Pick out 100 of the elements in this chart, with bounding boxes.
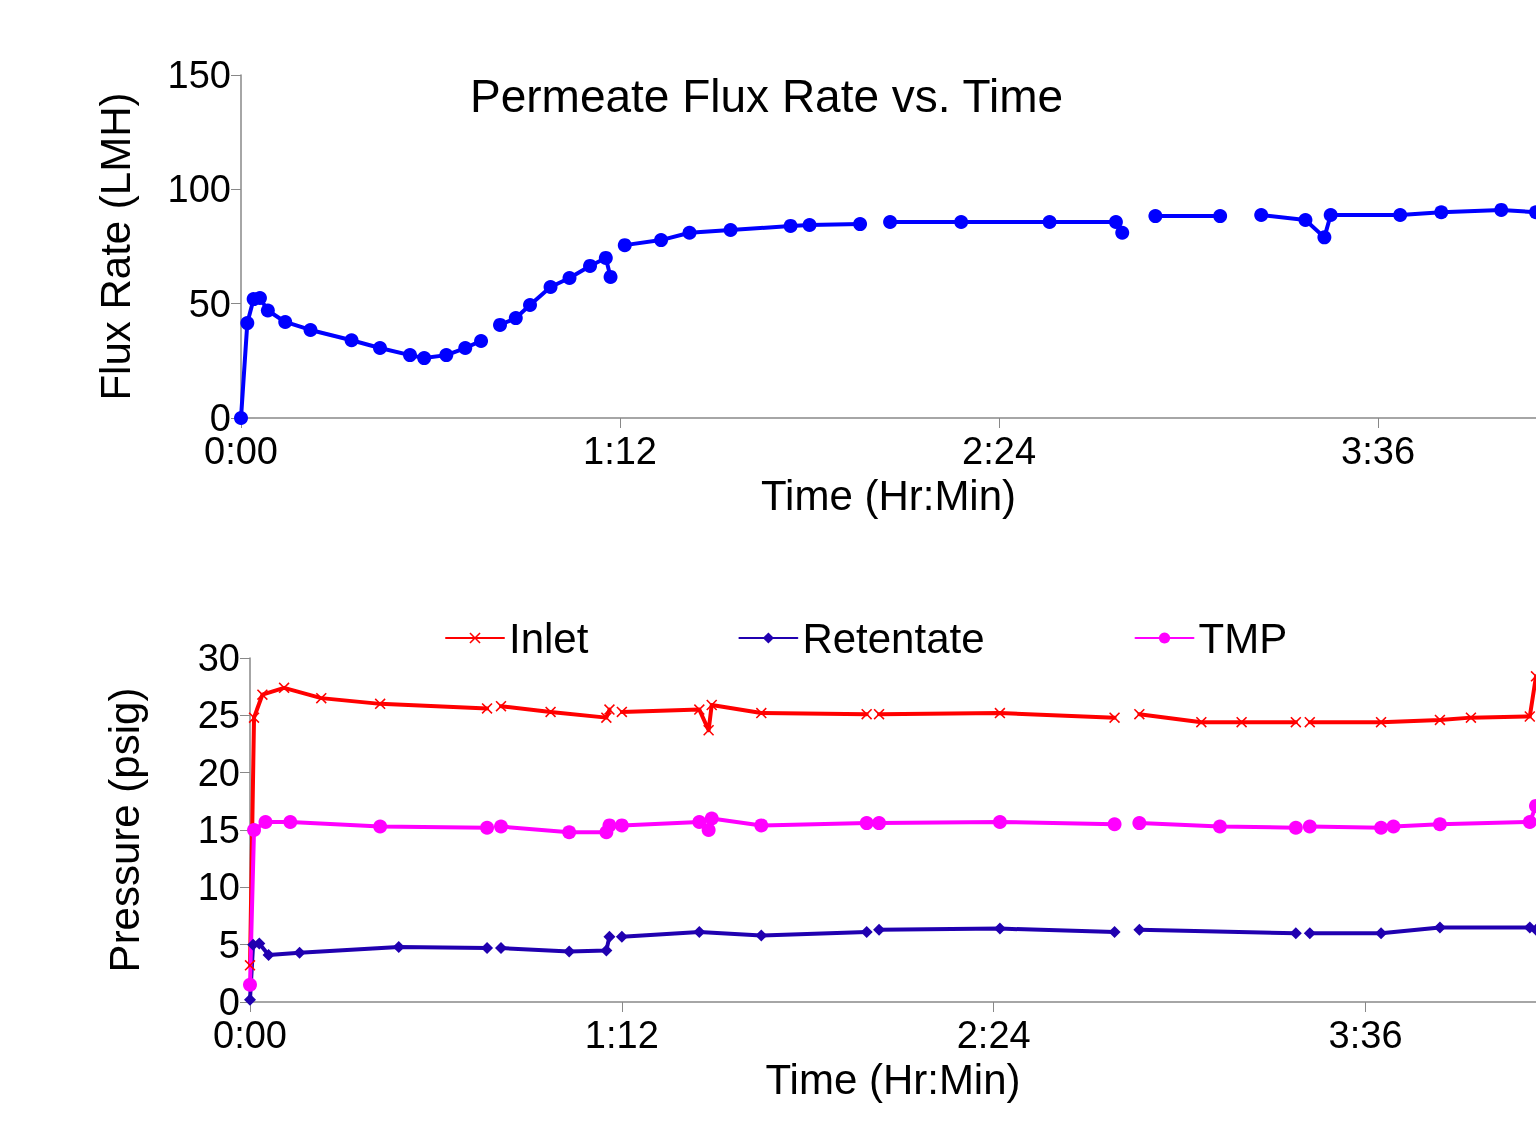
legend-label: Inlet xyxy=(509,614,589,662)
point xyxy=(1213,209,1228,224)
point xyxy=(1236,716,1248,728)
point xyxy=(247,823,262,837)
point xyxy=(954,215,969,230)
point xyxy=(600,712,612,724)
point xyxy=(1298,212,1313,227)
point xyxy=(598,250,613,265)
point xyxy=(614,818,629,833)
point xyxy=(1133,708,1145,720)
point xyxy=(703,724,715,736)
point xyxy=(494,819,508,834)
point xyxy=(615,930,628,943)
point xyxy=(802,218,817,232)
point xyxy=(654,233,669,248)
point xyxy=(480,820,495,835)
point xyxy=(234,411,248,425)
point xyxy=(723,223,738,238)
point xyxy=(248,712,260,724)
point xyxy=(1132,816,1147,831)
legend-label: Retentate xyxy=(802,614,985,662)
point xyxy=(603,930,616,943)
point xyxy=(243,977,257,992)
point xyxy=(260,303,275,318)
point xyxy=(872,816,887,831)
point xyxy=(1465,712,1477,724)
x-tick-label: 1:12 xyxy=(584,1014,659,1056)
point xyxy=(682,225,697,240)
point xyxy=(508,311,523,326)
point xyxy=(704,811,719,826)
x-axis-title: Time (Hr:Min) xyxy=(760,472,1017,520)
point xyxy=(883,215,898,230)
x-tick-label: 2:24 xyxy=(962,430,1037,472)
point xyxy=(373,819,388,834)
point xyxy=(693,704,705,716)
point xyxy=(1212,819,1227,834)
point xyxy=(1254,207,1269,222)
point xyxy=(1375,716,1387,728)
point xyxy=(1148,209,1163,224)
point xyxy=(1494,202,1509,217)
point xyxy=(481,702,493,714)
y-tick-label: 30 xyxy=(197,637,240,679)
point xyxy=(603,704,615,716)
point xyxy=(474,333,489,348)
point xyxy=(994,707,1006,719)
point xyxy=(240,316,255,331)
chart-title: Permeate Flux Rate vs. Time xyxy=(470,70,1064,122)
point xyxy=(278,314,293,329)
point xyxy=(1432,817,1447,832)
point xyxy=(602,818,617,833)
point xyxy=(861,708,873,720)
point xyxy=(495,942,507,955)
point xyxy=(1323,207,1338,222)
point xyxy=(692,814,707,829)
point xyxy=(873,708,885,720)
legend-label: TMP xyxy=(1198,614,1288,662)
point xyxy=(1109,712,1121,724)
point xyxy=(283,814,298,829)
point xyxy=(853,217,868,232)
point xyxy=(493,317,507,332)
point xyxy=(303,322,318,337)
point xyxy=(1304,716,1316,728)
point xyxy=(562,825,577,840)
point xyxy=(344,333,359,348)
point xyxy=(523,298,538,313)
y-tick-label: 5 xyxy=(218,923,240,966)
point xyxy=(258,814,273,829)
point xyxy=(374,698,386,710)
point xyxy=(244,959,256,971)
point xyxy=(1302,819,1317,834)
point xyxy=(481,942,494,955)
point xyxy=(616,706,628,718)
point xyxy=(1107,817,1122,832)
point xyxy=(372,341,387,356)
x-axis-title: Time (Hr:Min) xyxy=(765,1056,1021,1104)
point xyxy=(1195,716,1207,728)
point xyxy=(1042,215,1057,230)
point xyxy=(859,816,874,831)
point xyxy=(992,814,1007,829)
point xyxy=(562,271,577,286)
point xyxy=(1288,820,1303,835)
point xyxy=(603,269,618,284)
y-tick-label: 50 xyxy=(188,282,231,325)
point xyxy=(262,948,275,961)
y-axis-title: Pressure (psig) xyxy=(100,687,148,973)
point xyxy=(1115,225,1130,240)
point xyxy=(315,692,327,704)
x-tick-label: 3:36 xyxy=(1341,430,1416,472)
point xyxy=(783,218,798,233)
point xyxy=(543,279,558,294)
point xyxy=(545,706,557,718)
point xyxy=(755,707,767,719)
x-tick-label: 0:00 xyxy=(204,430,278,472)
point xyxy=(1434,205,1449,220)
point xyxy=(1290,716,1302,728)
point xyxy=(256,689,268,701)
point xyxy=(1434,714,1446,726)
point xyxy=(617,238,632,253)
point xyxy=(439,348,454,363)
point xyxy=(1374,820,1389,835)
